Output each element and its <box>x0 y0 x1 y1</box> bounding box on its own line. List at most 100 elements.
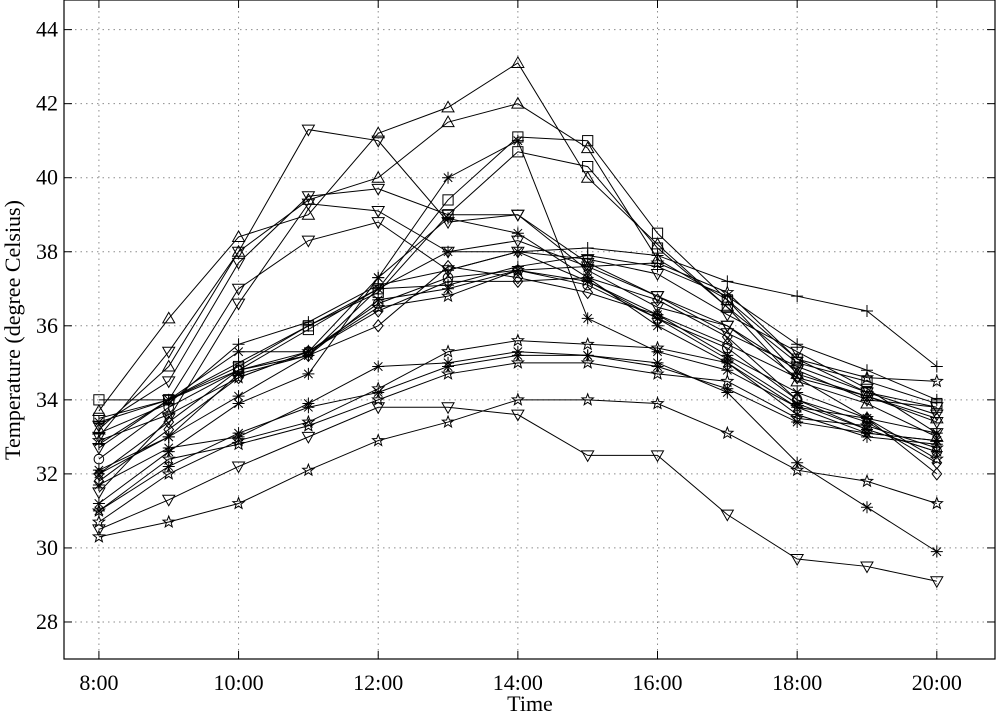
data-point <box>371 135 386 148</box>
data-point <box>442 212 455 225</box>
series-line <box>98 188 937 427</box>
data-point <box>580 141 595 154</box>
data-point <box>582 279 593 291</box>
data-point <box>510 333 525 347</box>
data-point <box>860 501 873 514</box>
data-point <box>651 319 664 332</box>
data-point <box>930 360 943 373</box>
data-point <box>791 397 804 410</box>
data-point <box>231 496 246 510</box>
data-point <box>791 386 804 399</box>
data-point <box>791 338 804 351</box>
x-tick-label: 20:00 <box>912 670 962 695</box>
x-tick-label: 8:00 <box>79 670 118 695</box>
data-point <box>512 264 524 276</box>
data-point <box>371 433 386 447</box>
data-point <box>233 363 245 378</box>
data-point <box>232 367 245 380</box>
series-20 <box>91 333 944 529</box>
data-point <box>791 416 804 429</box>
data-point <box>931 455 943 470</box>
data-point <box>859 473 875 488</box>
data-point <box>582 270 594 285</box>
series-line <box>98 269 937 460</box>
data-point <box>441 115 455 128</box>
data-point <box>510 355 525 369</box>
data-point <box>859 418 875 432</box>
data-point <box>372 282 385 295</box>
data-point <box>231 246 246 259</box>
data-point <box>163 415 175 429</box>
data-point <box>929 373 944 388</box>
data-point <box>860 304 873 317</box>
data-point <box>301 431 316 444</box>
data-point <box>721 386 734 399</box>
data-point <box>232 397 245 410</box>
series-1 <box>92 55 944 442</box>
y-axis-tick-labels: 28 30 32 34 36 38 40 42 44 <box>36 17 58 634</box>
data-point <box>791 290 804 303</box>
series-line <box>98 203 937 493</box>
data-point <box>231 461 246 474</box>
data-point <box>511 245 524 258</box>
x-tick-label: 10:00 <box>214 670 264 695</box>
data-point <box>720 309 735 322</box>
data-point <box>651 356 664 369</box>
data-point <box>92 524 106 537</box>
data-point <box>930 393 943 406</box>
data-point <box>929 576 944 589</box>
data-point <box>511 209 525 222</box>
x-axis-tick-labels: 8:00 10:00 12:00 14:00 16:00 18:00 20:00 <box>79 670 962 695</box>
data-point <box>162 393 175 406</box>
data-point <box>301 462 316 477</box>
data-point <box>790 410 805 425</box>
data-point <box>93 453 105 465</box>
data-point <box>372 298 384 309</box>
data-point <box>580 392 595 406</box>
data-point <box>861 424 873 435</box>
y-tick-label: 30 <box>36 535 58 560</box>
data-point <box>161 376 176 389</box>
data-point <box>929 496 944 510</box>
data-point <box>580 336 595 351</box>
data-point <box>301 124 316 137</box>
data-point <box>512 274 524 289</box>
series-12 <box>92 264 943 477</box>
data-point <box>91 503 106 517</box>
data-point <box>652 293 663 307</box>
x-tick-label: 16:00 <box>632 670 682 695</box>
data-point <box>232 338 245 351</box>
data-point <box>860 427 873 440</box>
data-point <box>231 257 246 270</box>
data-point <box>580 355 595 369</box>
series-19 <box>91 392 944 543</box>
series-16 <box>92 249 943 451</box>
data-point <box>440 288 456 303</box>
data-point <box>372 271 385 284</box>
data-point <box>580 450 595 463</box>
data-point <box>511 96 525 109</box>
data-point <box>163 422 175 437</box>
data-point <box>371 381 386 395</box>
data-point <box>860 396 874 409</box>
data-point <box>512 270 524 285</box>
data-point <box>861 375 873 387</box>
data-point <box>161 451 176 466</box>
data-point <box>650 340 665 355</box>
data-point <box>720 425 735 440</box>
data-point <box>301 191 316 204</box>
data-point <box>231 229 246 242</box>
data-point <box>161 494 176 507</box>
data-point <box>302 367 315 380</box>
gridlines <box>64 0 995 659</box>
series-line <box>98 406 937 582</box>
data-point <box>511 55 525 68</box>
data-point <box>720 373 735 388</box>
data-point <box>511 134 524 147</box>
series-line <box>98 139 937 442</box>
data-point <box>301 414 316 429</box>
data-point <box>720 300 735 313</box>
data-point <box>301 418 316 432</box>
data-point <box>92 416 105 429</box>
data-point <box>301 235 316 248</box>
